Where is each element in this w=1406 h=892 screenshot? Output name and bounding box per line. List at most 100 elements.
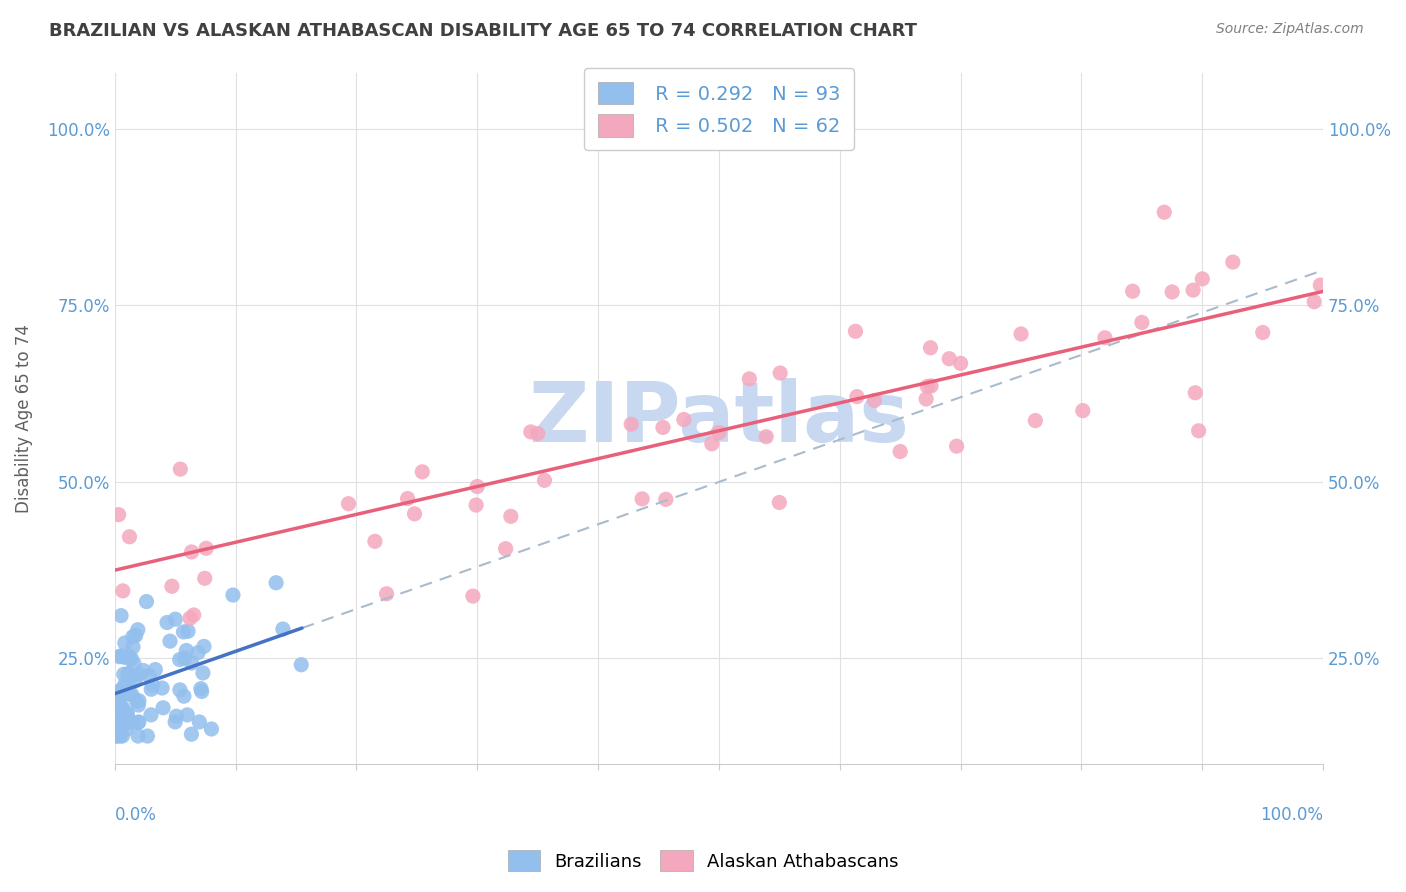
Point xyxy=(108,729,131,743)
Point xyxy=(264,575,287,590)
Point xyxy=(115,722,138,736)
Point xyxy=(1071,403,1094,417)
Point xyxy=(150,681,173,695)
Point xyxy=(191,665,214,680)
Text: 100.0%: 100.0% xyxy=(1260,805,1323,824)
Point xyxy=(1309,278,1331,293)
Point xyxy=(127,715,149,730)
Point xyxy=(180,545,202,559)
Point xyxy=(114,676,136,690)
Point xyxy=(111,729,134,743)
Point xyxy=(143,663,166,677)
Point xyxy=(112,667,135,681)
Point xyxy=(132,664,155,678)
Point xyxy=(117,666,139,681)
Point xyxy=(700,437,723,451)
Point xyxy=(1094,331,1116,345)
Point xyxy=(136,729,159,743)
Point xyxy=(180,727,202,741)
Point xyxy=(1024,413,1046,427)
Point xyxy=(1161,285,1184,299)
Point xyxy=(190,681,212,696)
Point xyxy=(863,393,886,408)
Point xyxy=(128,667,150,681)
Point xyxy=(920,341,942,355)
Point xyxy=(889,444,911,458)
Point xyxy=(117,648,139,663)
Point xyxy=(121,714,143,729)
Point xyxy=(188,714,211,729)
Point xyxy=(117,667,139,681)
Point xyxy=(1188,424,1211,438)
Point xyxy=(949,356,972,370)
Point xyxy=(769,366,792,380)
Text: 0.0%: 0.0% xyxy=(115,805,156,824)
Point xyxy=(105,690,128,705)
Point xyxy=(672,412,695,426)
Point xyxy=(128,714,150,729)
Point xyxy=(337,497,360,511)
Legend:  R = 0.292   N = 93,  R = 0.502   N = 62: R = 0.292 N = 93, R = 0.502 N = 62 xyxy=(585,69,853,150)
Point xyxy=(104,700,127,714)
Point xyxy=(110,608,132,623)
Point xyxy=(121,630,143,644)
Point xyxy=(118,687,141,701)
Point xyxy=(141,682,163,697)
Point xyxy=(915,392,938,406)
Point xyxy=(105,729,128,743)
Point xyxy=(114,636,136,650)
Point xyxy=(110,648,132,663)
Point xyxy=(104,729,127,743)
Point xyxy=(139,707,162,722)
Point xyxy=(200,722,222,736)
Point xyxy=(652,420,675,434)
Point xyxy=(1184,385,1206,400)
Point xyxy=(1122,284,1144,298)
Point xyxy=(169,652,191,666)
Point xyxy=(411,465,433,479)
Point xyxy=(375,587,398,601)
Point xyxy=(115,715,138,730)
Point xyxy=(107,508,129,522)
Point xyxy=(1303,294,1326,309)
Point xyxy=(176,707,198,722)
Legend: Brazilians, Alaskan Athabascans: Brazilians, Alaskan Athabascans xyxy=(501,843,905,879)
Point xyxy=(114,650,136,665)
Point xyxy=(194,571,217,585)
Point xyxy=(111,701,134,715)
Point xyxy=(404,507,426,521)
Point xyxy=(152,700,174,714)
Point xyxy=(118,651,141,665)
Point xyxy=(768,495,790,509)
Point xyxy=(190,684,212,698)
Point xyxy=(1191,272,1213,286)
Point xyxy=(187,646,209,660)
Point xyxy=(169,462,191,476)
Y-axis label: Disability Age 65 to 74: Disability Age 65 to 74 xyxy=(15,324,32,513)
Point xyxy=(179,611,201,625)
Point xyxy=(465,479,488,493)
Point xyxy=(495,541,517,556)
Point xyxy=(111,681,134,696)
Point xyxy=(499,509,522,524)
Point xyxy=(159,634,181,648)
Point xyxy=(107,699,129,714)
Point xyxy=(122,657,145,671)
Point xyxy=(183,607,205,622)
Point xyxy=(845,390,868,404)
Point xyxy=(465,498,488,512)
Point xyxy=(108,687,131,701)
Point xyxy=(111,689,134,703)
Point xyxy=(176,643,198,657)
Point xyxy=(111,583,134,598)
Point xyxy=(115,714,138,728)
Point xyxy=(526,426,548,441)
Point xyxy=(195,541,218,556)
Point xyxy=(738,372,761,386)
Point xyxy=(115,712,138,726)
Point xyxy=(165,612,187,626)
Point xyxy=(108,649,131,664)
Point xyxy=(111,700,134,714)
Text: ZIPatlas: ZIPatlas xyxy=(529,378,910,458)
Point xyxy=(938,351,960,366)
